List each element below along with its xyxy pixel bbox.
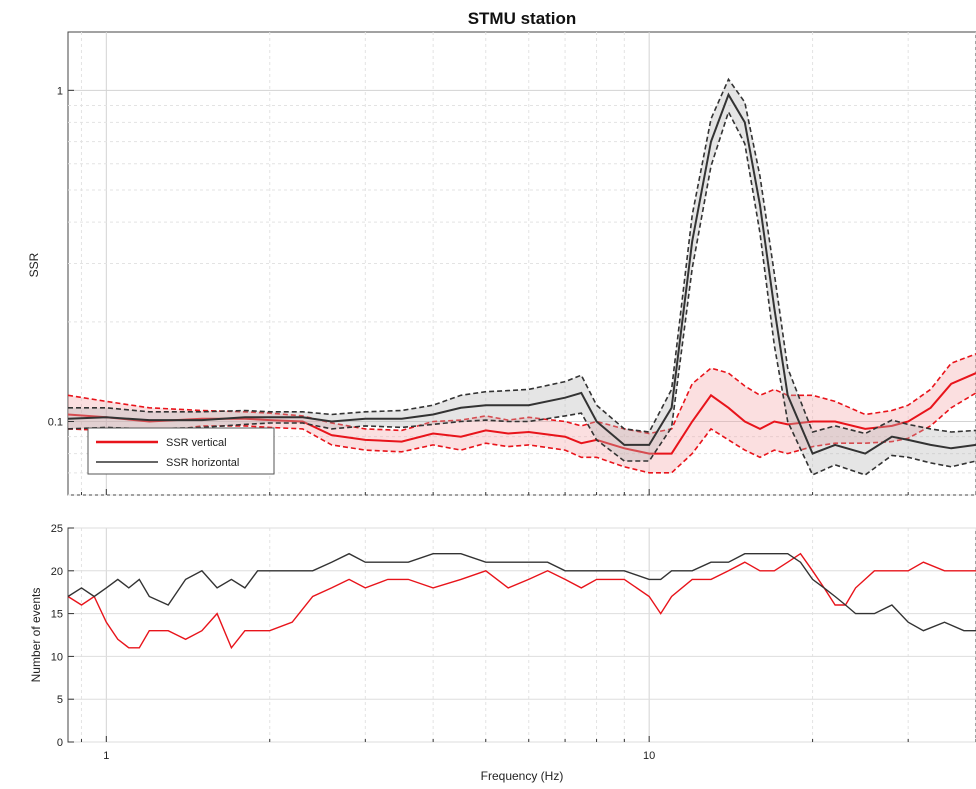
x-axis-label: Frequency (Hz) [481,769,564,783]
events-count-horizontal-line [67,552,976,632]
events-count-vertical-line [67,552,976,650]
ssr-ticks: 0.11 [48,85,976,495]
events-y-axis-label: Number of events [29,588,43,683]
events-grid [68,527,976,743]
events-ticks: 0 5 10 15 20 25 1 10 [51,523,976,762]
legend: SSR vertical SSR horizontal [87,427,275,475]
ssr-vertical-lower-dashed [67,392,976,474]
legend-box [87,427,275,475]
ssr-series [67,77,976,476]
ssr-y-axis-label: SSR [27,252,41,277]
events-series [67,552,976,650]
ssr-horizontal-mean-line [67,92,976,455]
x-tick-label: 1 [103,750,109,762]
ssr-vertical-spread [68,353,976,473]
x-tick-label: 10 [643,750,655,762]
legend-label-horizontal: SSR horizontal [166,457,239,469]
ssr-panel: 0.11 STMU station SSR SSR vertical SSR h… [27,9,976,496]
ssr-horizontal-spread [68,79,976,475]
events-y-tick-label: 0 [57,737,63,749]
events-y-tick-label: 20 [51,566,63,578]
events-panel: 0 5 10 15 20 25 1 10 Number of events Frequency… [29,523,976,783]
ssr-y-tick-label: 0.1 [48,417,63,429]
events-y-tick-label: 15 [51,609,63,621]
ssr-vertical-mean-line [67,372,976,455]
chart-title: STMU station [468,9,577,28]
events-plot-area [67,527,976,743]
legend-label-vertical: SSR vertical [166,437,227,449]
events-y-tick-label: 25 [51,523,63,535]
ssr-vertical-upper-dashed [67,353,976,435]
ssr-horizontal-lower-dashed [67,109,976,476]
ssr-y-tick-label: 1 [57,85,63,97]
events-y-tick-label: 5 [57,694,63,706]
ssr-horizontal-upper-dashed [68,77,976,435]
events-y-tick-label: 10 [51,651,63,663]
